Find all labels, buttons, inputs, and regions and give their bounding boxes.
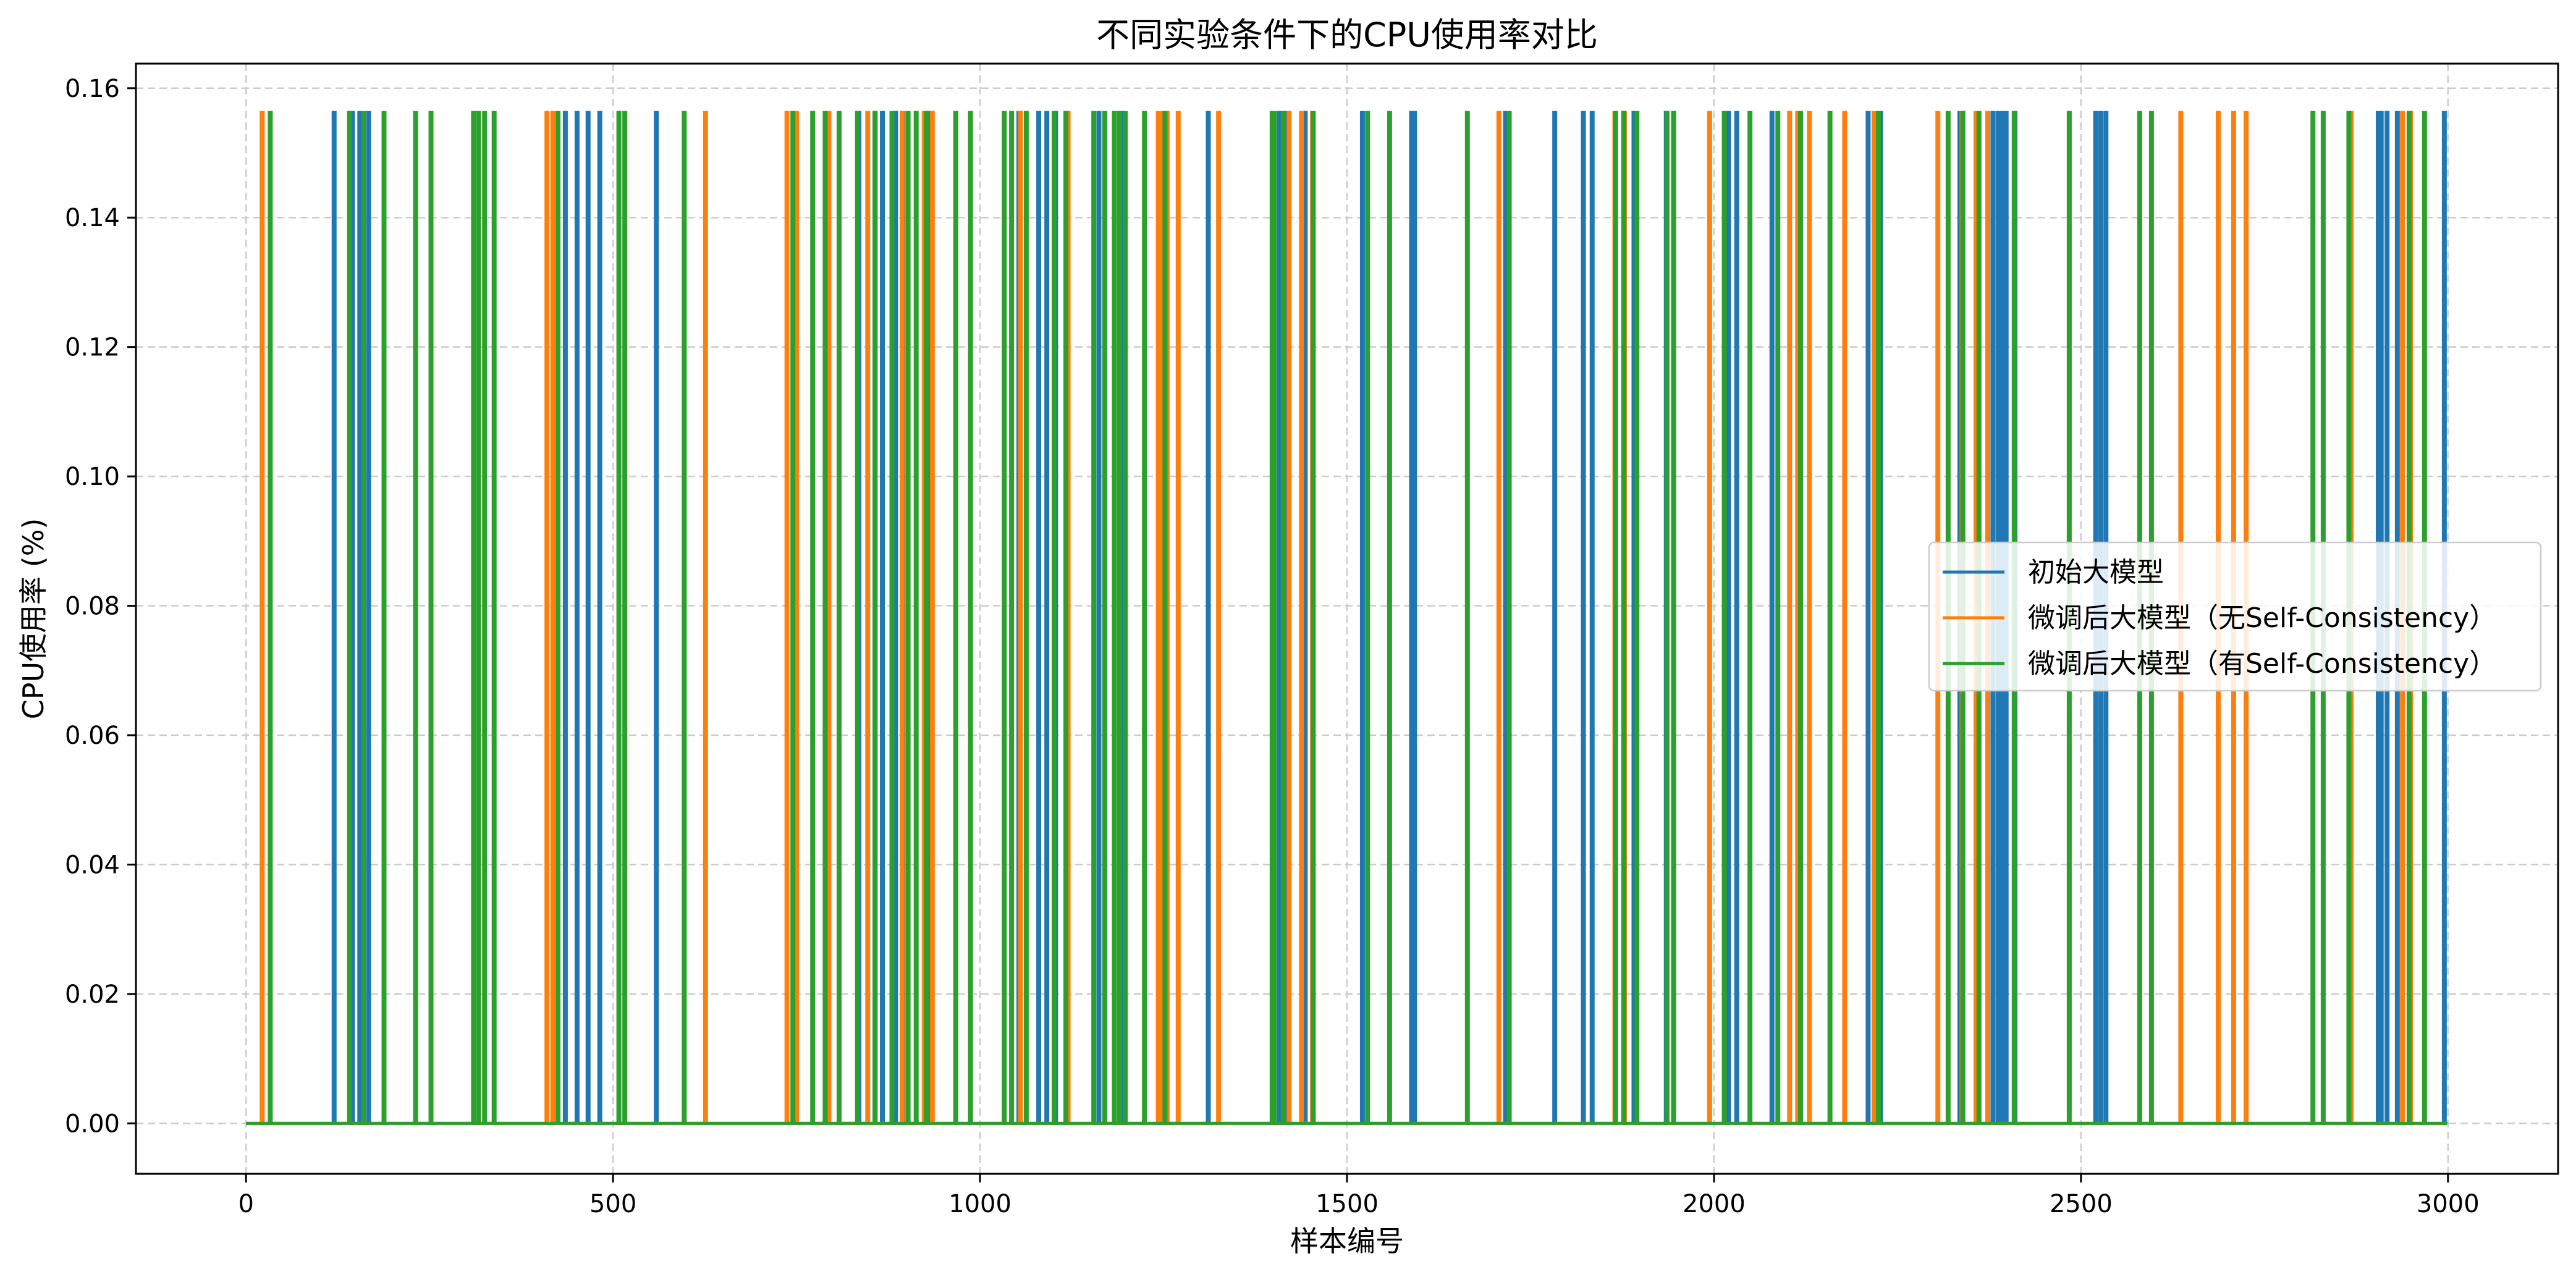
- x-tick-label: 2000: [1683, 1190, 1746, 1218]
- x-axis-ticks: 0 500 1000 1500 2000 2500 3000: [238, 1174, 2480, 1218]
- y-tick-label: 0.02: [65, 980, 120, 1009]
- x-tick-label: 2500: [2050, 1190, 2113, 1218]
- y-tick-label: 0.16: [65, 75, 120, 103]
- legend-box: [1928, 541, 2542, 692]
- y-tick-label: 0.04: [65, 851, 120, 879]
- series-line: [246, 111, 2447, 1125]
- legend-label: 微调后大模型（无Self-Consistency）: [2028, 602, 2496, 634]
- y-tick-label: 0.08: [65, 592, 120, 621]
- y-tick-label: 0.06: [65, 722, 120, 750]
- chart-title: 不同实验条件下的CPU使用率对比: [1096, 15, 1598, 54]
- x-tick-label: 3000: [2417, 1190, 2480, 1218]
- x-tick-label: 500: [589, 1190, 636, 1218]
- x-axis-label: 样本编号: [1290, 1224, 1404, 1258]
- x-tick-label: 0: [238, 1190, 253, 1218]
- y-tick-label: 0.14: [65, 204, 120, 232]
- legend-label: 微调后大模型（有Self-Consistency）: [2028, 648, 2496, 680]
- y-axis-label: CPU使用率 (%): [17, 518, 50, 720]
- y-tick-label: 0.12: [65, 334, 120, 362]
- y-tick-label: 0.00: [65, 1110, 120, 1138]
- x-tick-label: 1500: [1315, 1190, 1379, 1218]
- x-tick-label: 1000: [948, 1190, 1011, 1218]
- legend-label: 初始大模型: [2028, 557, 2164, 588]
- y-tick-label: 0.10: [65, 463, 120, 491]
- series-3: [246, 111, 2447, 1125]
- y-axis-ticks: 0.00 0.02 0.04 0.06 0.08 0.10 0.12 0.14 0.16: [65, 75, 136, 1138]
